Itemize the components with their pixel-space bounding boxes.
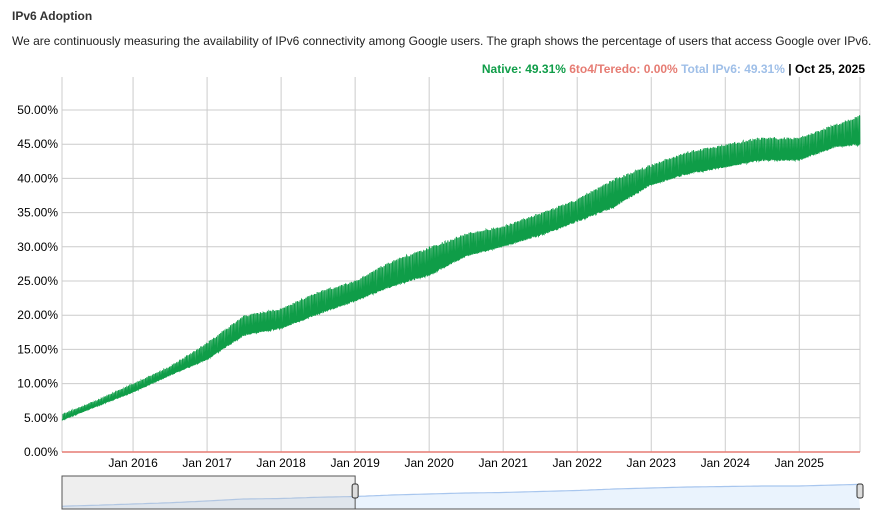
y-tick-label: 15.00% [17, 342, 58, 356]
y-tick-label: 35.00% [17, 206, 58, 220]
x-tick-label: Jan 2020 [404, 456, 454, 470]
x-tick-label: Jan 2019 [330, 456, 380, 470]
y-tick-label: 40.00% [17, 171, 58, 185]
y-tick-label: 30.00% [17, 240, 58, 254]
y-tick-label: 45.00% [17, 137, 58, 151]
y-tick-label: 20.00% [17, 308, 58, 322]
y-tick-label: 25.00% [17, 274, 58, 288]
x-tick-label: Jan 2025 [775, 456, 825, 470]
y-tick-label: 0.00% [24, 445, 58, 459]
x-tick-label: Jan 2023 [627, 456, 677, 470]
x-tick-label: Jan 2022 [553, 456, 603, 470]
ipv6-chart: 0.00% 5.00% 10.00% 15.00% 20.00% 25.00% 30.00%… [0, 0, 879, 516]
y-tick-label: 50.00% [17, 103, 58, 117]
range-handle[interactable] [857, 484, 863, 498]
x-tick-label: Jan 2021 [478, 456, 528, 470]
x-tick-label: Jan 2018 [256, 456, 306, 470]
x-tick-label: Jan 2016 [108, 456, 158, 470]
x-tick-label: Jan 2017 [182, 456, 232, 470]
range-handle[interactable] [352, 484, 358, 498]
x-tick-label: Jan 2024 [701, 456, 751, 470]
plot-area [62, 77, 860, 452]
y-tick-label: 5.00% [24, 411, 58, 425]
navigator-unselected-range [62, 476, 355, 509]
y-tick-label: 10.00% [17, 377, 58, 391]
